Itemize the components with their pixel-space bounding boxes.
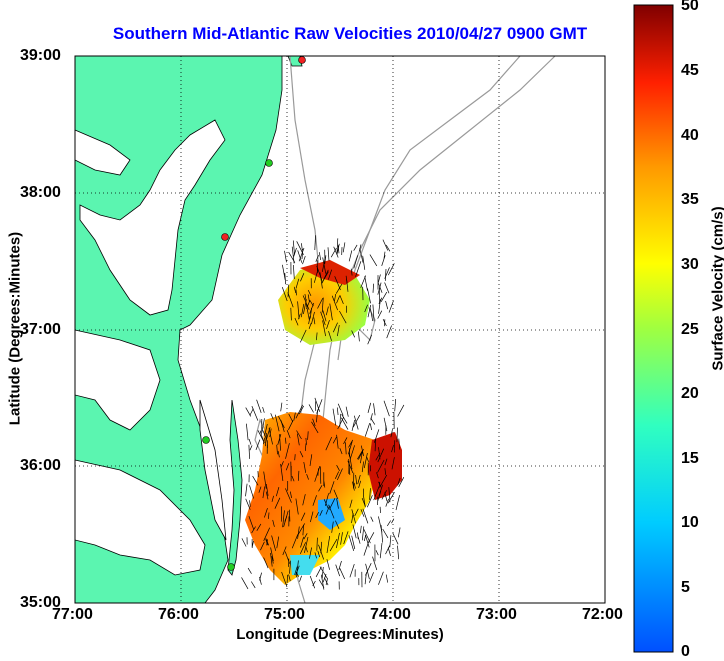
colorbar-label: Surface Velocity (cm/s) — [710, 199, 724, 379]
station-marker — [266, 160, 273, 167]
station-marker — [222, 234, 229, 241]
x-tick-label: 76:00 — [158, 606, 199, 624]
x-tick-label: 72:00 — [582, 606, 623, 624]
velocity-arrow — [289, 510, 290, 522]
colorbar-tick-label: 25 — [681, 321, 699, 339]
y-tick-label: 39:00 — [20, 47, 61, 65]
colorbar-tick-label: 45 — [681, 62, 699, 80]
y-tick-label: 37:00 — [20, 321, 61, 339]
velocity-arrow — [287, 575, 288, 583]
y-tick-label: 36:00 — [20, 457, 61, 475]
x-tick-label: 73:00 — [476, 606, 517, 624]
colorbar-tick-label: 15 — [681, 450, 699, 468]
x-tick-label: 75:00 — [264, 606, 305, 624]
velocity-arrow — [296, 289, 297, 295]
station-marker — [299, 57, 306, 64]
x-tick-label: 74:00 — [370, 606, 411, 624]
velocity-arrow — [375, 439, 376, 451]
station-marker — [228, 564, 235, 571]
colorbar-tick-label: 50 — [681, 0, 699, 15]
colorbar-tick-label: 10 — [681, 514, 699, 532]
colorbar-tick-label: 20 — [681, 385, 699, 403]
colorbar — [634, 5, 673, 652]
velocity-arrow — [295, 454, 296, 460]
colorbar-tick-label: 5 — [681, 579, 690, 597]
colorbar-tick-label: 40 — [681, 127, 699, 145]
x-axis-label: Longitude (Degrees:Minutes) — [75, 626, 605, 643]
x-tick-label: 77:00 — [52, 606, 93, 624]
chart-title: Southern Mid-Atlantic Raw Velocities 201… — [60, 24, 640, 44]
station-marker — [203, 437, 210, 444]
colorbar-tick-label: 0 — [681, 643, 690, 661]
y-axis-label: Latitude (Degrees:Minutes) — [7, 229, 24, 429]
velocity-arrow — [320, 467, 321, 484]
colorbar-tick-label: 30 — [681, 256, 699, 274]
colorbar-tick-label: 35 — [681, 191, 699, 209]
y-tick-label: 38:00 — [20, 184, 61, 202]
